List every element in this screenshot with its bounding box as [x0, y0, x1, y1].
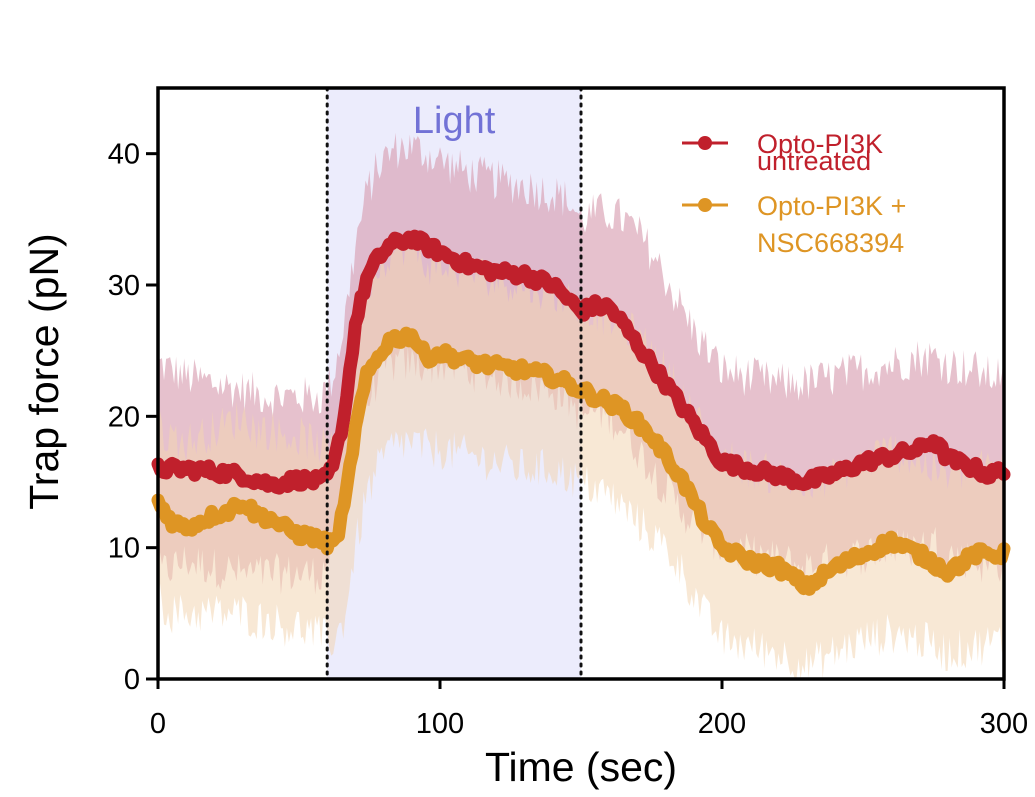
legend-label-nsc668394: Opto-PI3K +: [757, 191, 906, 221]
x-tick-label: 300: [980, 708, 1028, 740]
legend-marker-nsc668394: [698, 198, 712, 212]
y-tick-label: 0: [124, 664, 140, 696]
x-axis-label: Time (sec): [485, 744, 677, 790]
y-axis-label: Trap force (pN): [21, 233, 67, 509]
legend-label-untreated: Opto-PI3K: [757, 129, 883, 159]
x-tick-label: 0: [150, 708, 166, 740]
legend-marker-untreated: [698, 136, 712, 150]
y-tick-label: 30: [108, 270, 140, 302]
y-tick-label: 10: [108, 533, 140, 565]
y-axis: 0 10 20 30 40: [108, 139, 158, 696]
x-tick-label: 100: [416, 708, 464, 740]
light-label: Light: [413, 100, 496, 142]
x-axis: 0 100 200 300: [150, 679, 1028, 740]
legend-label-nsc668394: NSC668394: [757, 228, 904, 258]
y-tick-label: 20: [108, 401, 140, 433]
plot-frame: [156, 86, 1006, 681]
plot-area: Light: [151, 86, 1011, 681]
y-tick-label: 40: [108, 139, 140, 171]
x-tick-label: 200: [698, 708, 746, 740]
legend-label-untreated: untreated: [757, 146, 871, 176]
